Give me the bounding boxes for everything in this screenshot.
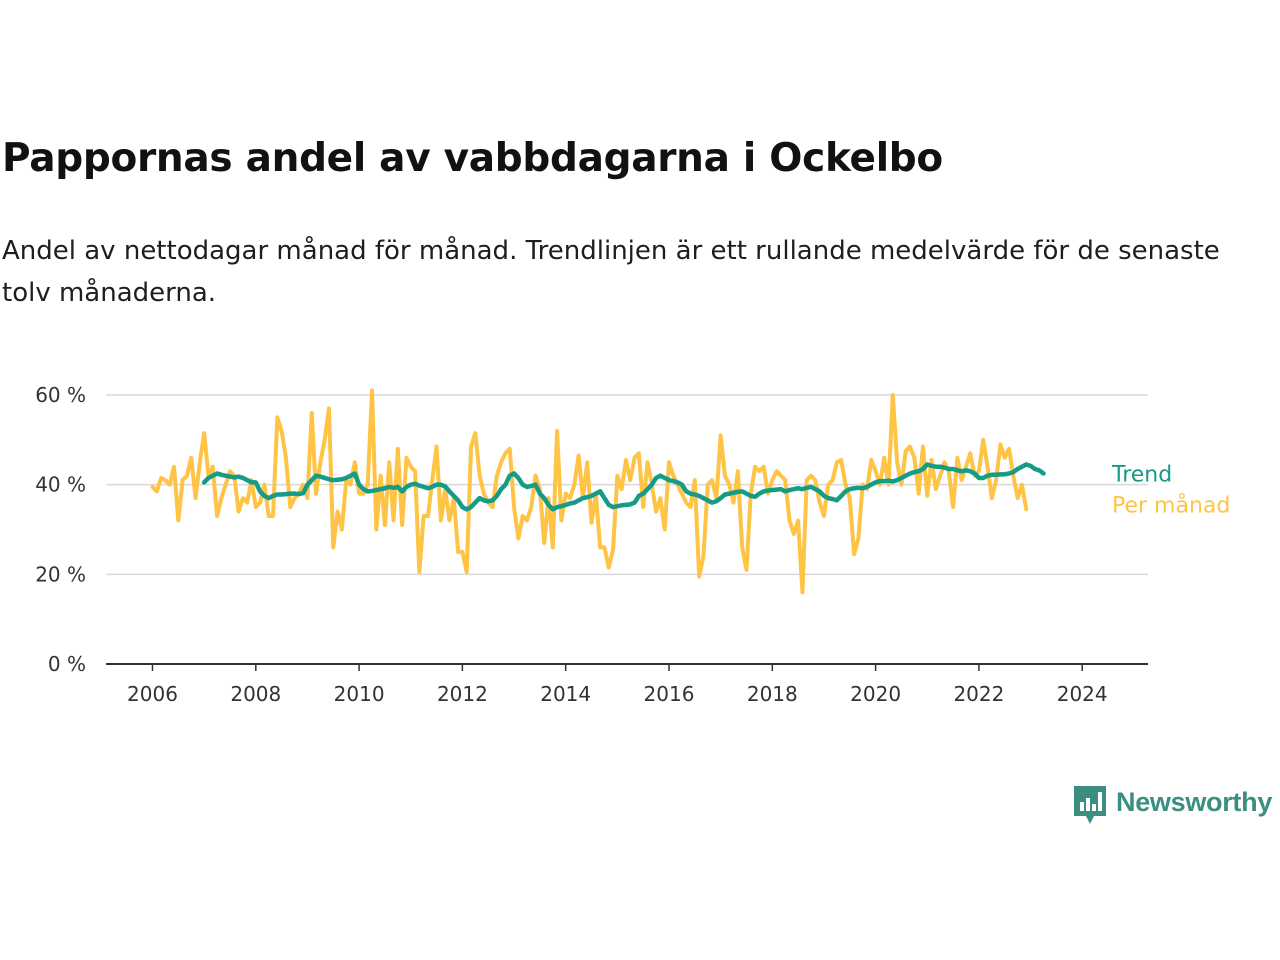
gridlines [106,394,1148,576]
x-tick-label: 2022 [953,682,1004,706]
newsworthy-logo-text: Newsworthy [1116,787,1273,817]
y-tick-label: 0 % [48,652,86,676]
y-axis: 0 % 20 % 40 % 60 % [35,383,86,676]
series-line-per-manad [150,388,1029,595]
chart-title: Pappornas andel av vabbdagarna i Ockelbo [2,136,943,181]
x-tick-label: 2014 [540,682,591,706]
series-label-trend: Trend [1111,462,1172,487]
x-tick-label: 2018 [747,682,798,706]
logo-bar-1 [1080,802,1084,811]
x-tick-label: 2006 [127,682,178,706]
logo-bar-3 [1092,804,1096,811]
series-line-trend [201,462,1046,512]
y-tick-label: 60 % [35,383,86,407]
newsworthy-logo: Newsworthy [1072,784,1272,826]
x-tick-label: 2020 [850,682,901,706]
y-tick-label: 20 % [35,562,86,586]
x-tick-label: 2012 [437,682,488,706]
x-tick-label: 2024 [1057,682,1108,706]
chart-subtitle: Andel av nettodagar månad för månad. Tre… [2,236,1220,308]
series-group [150,388,1046,595]
newsworthy-logo-icon [1074,786,1106,824]
logo-bar-2 [1086,798,1090,811]
x-tick-label: 2008 [230,682,281,706]
x-tick-label: 2016 [644,682,695,706]
x-tick-label: 2010 [334,682,385,706]
series-label-per-manad: Per månad [1112,492,1230,518]
x-axis: 2006 2008 2010 2012 2014 2016 2018 2020 2022 2024 [106,663,1148,706]
series-labels: Per månad Trend [1111,462,1230,518]
y-tick-label: 40 % [35,473,86,497]
logo-bar-4 [1098,792,1102,811]
